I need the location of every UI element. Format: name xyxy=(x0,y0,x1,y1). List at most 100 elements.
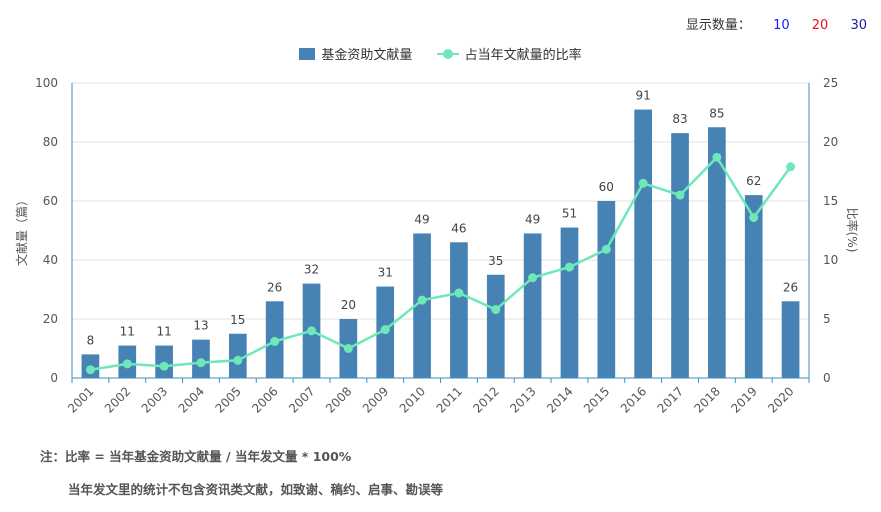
x-tick-label: 2015 xyxy=(581,384,612,415)
y-axis-title: 文献量（篇） xyxy=(14,194,29,266)
bar-value-label: 49 xyxy=(414,212,429,226)
x-tick-label: 2011 xyxy=(434,384,465,415)
bar-value-label: 11 xyxy=(120,325,135,339)
bar xyxy=(708,127,726,378)
x-tick-label: 2010 xyxy=(397,384,428,415)
grid-lines xyxy=(72,82,809,379)
bar-value-label: 15 xyxy=(230,313,245,327)
chart-notes: 注：比率 = 当年基金资助文献量 / 当年发文量 * 100% 当年发文里的统计… xyxy=(40,446,443,512)
y2-tick-label: 10 xyxy=(823,253,838,267)
x-tick-label: 2020 xyxy=(765,384,796,415)
x-tick-label: 2005 xyxy=(212,384,243,415)
bar-value-label: 51 xyxy=(562,207,577,221)
ratio-point xyxy=(380,325,390,335)
x-tick-label: 2012 xyxy=(470,384,501,415)
x-tick-label: 2002 xyxy=(102,384,133,415)
x-tick-label: 2006 xyxy=(249,384,280,415)
y-tick-label: 0 xyxy=(50,371,58,385)
x-tick-label: 2019 xyxy=(728,384,759,415)
ratio-point xyxy=(601,244,611,254)
ratio-point xyxy=(122,359,132,369)
bar-value-label: 26 xyxy=(267,280,282,294)
ratio-point xyxy=(233,355,243,365)
ratio-point xyxy=(454,288,464,298)
ratio-point xyxy=(528,273,538,283)
y-tick-label: 80 xyxy=(43,135,58,149)
ratio-point xyxy=(712,152,722,162)
legend-line-swatch xyxy=(436,48,459,60)
bar-value-label: 46 xyxy=(451,221,466,235)
bar-value-label: 20 xyxy=(341,298,356,312)
ratio-point xyxy=(159,361,169,371)
chart-legend: 基金资助文献量 占当年文献量的比率 xyxy=(0,44,881,64)
y2-tick-label: 5 xyxy=(823,312,831,326)
ratio-point xyxy=(638,178,648,188)
legend-item-ratio[interactable]: 占当年文献量的比率 xyxy=(436,44,582,63)
note-exclusion: 当年发文里的统计不包含资讯类文献，如致谢、稿约、启事、勘误等 xyxy=(68,482,444,497)
x-tick-label: 2003 xyxy=(139,384,170,415)
x-tick-label: 2004 xyxy=(176,384,207,415)
x-tick-label: 2008 xyxy=(323,384,354,415)
y2-tick-label: 25 xyxy=(823,76,838,90)
legend-label-ratio: 占当年文献量的比率 xyxy=(464,48,582,63)
ratio-point xyxy=(564,262,574,272)
ratio-point xyxy=(675,190,685,200)
bar xyxy=(523,233,542,378)
ratio-line xyxy=(90,155,792,371)
legend-bar-swatch xyxy=(299,47,316,60)
ratio-point xyxy=(270,336,280,346)
x-tick-label: 2018 xyxy=(691,384,722,415)
x-tick-label: 2017 xyxy=(655,384,686,415)
bar xyxy=(560,227,579,378)
bar-value-label: 83 xyxy=(672,112,687,126)
bar-value-label: 60 xyxy=(599,180,614,194)
y2-tick-label: 20 xyxy=(823,135,838,149)
y-tick-label: 100 xyxy=(35,76,58,90)
x-tick-label: 2001 xyxy=(65,384,96,415)
bar-value-label: 11 xyxy=(156,325,171,339)
bar-value-label: 91 xyxy=(636,89,651,103)
ratio-point xyxy=(491,305,501,315)
x-tick-label: 2014 xyxy=(544,384,575,415)
bar-series: 8 11 11 13 15 26 32 20 31 49 46 35 49 51 60 91 83 85 62 26 xyxy=(81,89,800,379)
bar xyxy=(634,109,653,379)
legend-item-funded[interactable]: 基金资助文献量 xyxy=(299,44,412,63)
x-tick-label: 2016 xyxy=(618,384,649,415)
bar xyxy=(450,242,468,378)
bar-value-label: 26 xyxy=(783,280,798,294)
display-count-20[interactable]: 20 xyxy=(811,18,829,33)
x-tick-label: 2007 xyxy=(286,384,317,415)
ratio-line-series xyxy=(85,152,796,375)
bar-value-label: 35 xyxy=(488,254,503,268)
bar xyxy=(744,195,763,378)
y-tick-label: 20 xyxy=(43,312,58,326)
x-tick-label: 2009 xyxy=(360,384,391,415)
y2-tick-label: 15 xyxy=(823,194,838,208)
bar-value-label: 49 xyxy=(525,212,540,226)
bar xyxy=(781,301,800,378)
bar-value-label: 85 xyxy=(709,106,724,120)
note-ratio-formula: 注：比率 = 当年基金资助文献量 / 当年发文量 * 100% xyxy=(40,449,352,464)
y-tick-label: 40 xyxy=(43,253,58,267)
ratio-point xyxy=(417,295,427,305)
ratio-point xyxy=(786,162,796,172)
bar-value-label: 32 xyxy=(304,263,319,277)
ratio-point xyxy=(749,213,759,223)
bar-value-label: 62 xyxy=(746,174,761,188)
y-tick-label: 60 xyxy=(43,194,58,208)
bar-value-label: 8 xyxy=(87,333,95,347)
ratio-point xyxy=(307,326,317,336)
display-count-30[interactable]: 30 xyxy=(850,18,867,33)
bar xyxy=(597,201,616,378)
ratio-point xyxy=(85,365,95,375)
display-count-selector: 显示数量： 10 20 30 xyxy=(686,14,867,33)
y2-axis-title: 比率(%) xyxy=(845,208,860,253)
ratio-point xyxy=(343,344,353,353)
display-count-10[interactable]: 10 xyxy=(773,18,790,33)
bar xyxy=(413,233,431,378)
legend-label-funded: 基金资助文献量 xyxy=(321,48,413,63)
y2-tick-label: 0 xyxy=(823,371,831,385)
x-tick-label: 2013 xyxy=(507,384,538,415)
bar-value-label: 13 xyxy=(193,319,208,333)
